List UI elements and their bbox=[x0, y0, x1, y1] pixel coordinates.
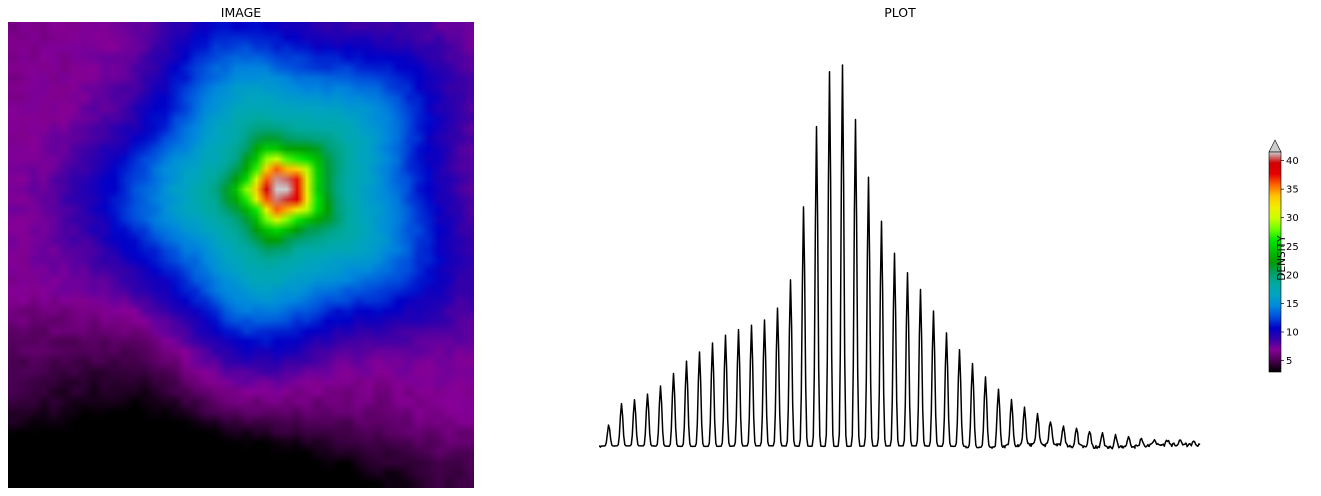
density-profile-plot bbox=[598, 64, 1201, 450]
colorbar-group: 5 10 15 20 25 30 35 40 bbox=[1268, 139, 1299, 373]
colorbar-tick-label-35: 35 bbox=[1286, 185, 1299, 196]
plot-panel-title: PLOT bbox=[884, 5, 916, 20]
profile-line bbox=[598, 64, 1201, 450]
colorbar-tick-label-5: 5 bbox=[1286, 356, 1292, 367]
colorbar-tick-label-20: 20 bbox=[1286, 270, 1299, 281]
colorbar-tick-label-30: 30 bbox=[1286, 213, 1299, 224]
colorbar-tick-label-15: 15 bbox=[1286, 299, 1299, 310]
colorbar-label: DENSITY bbox=[1276, 235, 1288, 281]
colorbar-tick-label-10: 10 bbox=[1286, 328, 1299, 339]
colorbar-tick-label-40: 40 bbox=[1286, 156, 1299, 167]
profile-line-group bbox=[598, 64, 1201, 450]
colorbar-extend-arrow bbox=[1268, 139, 1282, 153]
colorbar-tick-label-25: 25 bbox=[1286, 242, 1299, 253]
density-colorbar: 5 10 15 20 25 30 35 40 bbox=[1268, 139, 1299, 373]
density-heatmap bbox=[8, 22, 474, 488]
image-panel-title: IMAGE bbox=[220, 5, 262, 20]
colorbar-gradient bbox=[1268, 151, 1282, 373]
